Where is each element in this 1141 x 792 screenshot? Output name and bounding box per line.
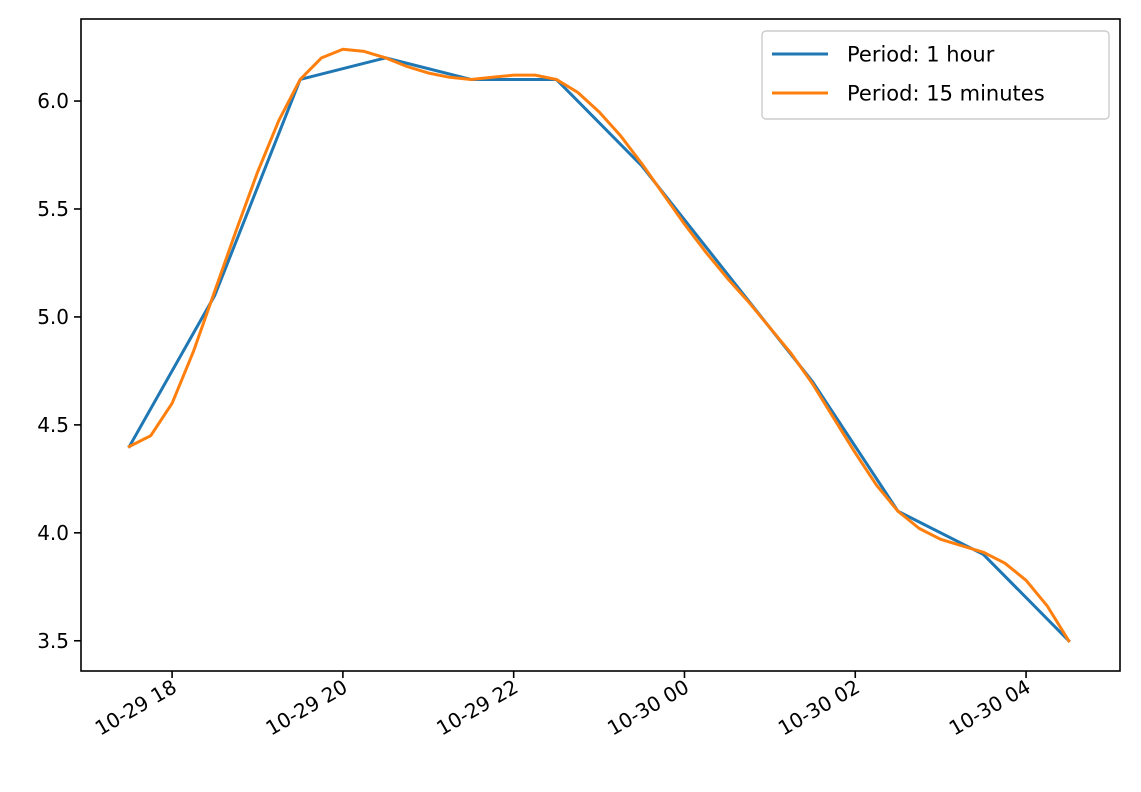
y-tick-label: 3.5 [37,629,69,653]
y-axis: 3.5 4.0 4.5 5.0 5.5 6.0 [37,89,81,653]
legend-label-1-hour: Period: 1 hour [847,43,995,67]
legend-box [761,30,1110,120]
legend: Period: 1 hour Period: 15 minutes [761,30,1110,120]
y-tick-label: 5.0 [37,305,69,329]
series-line-15-minutes [127,47,1071,643]
plot-lines [127,47,1071,643]
plot-area-frame [80,18,1121,672]
y-tick-label: 5.5 [37,197,69,221]
legend-label-15-minutes: Period: 15 minutes [847,82,1045,106]
y-tick-label: 6.0 [37,89,69,113]
series-line-1-hour [127,56,1071,643]
y-tick-label: 4.0 [37,521,69,545]
y-tick-label: 4.5 [37,413,69,437]
